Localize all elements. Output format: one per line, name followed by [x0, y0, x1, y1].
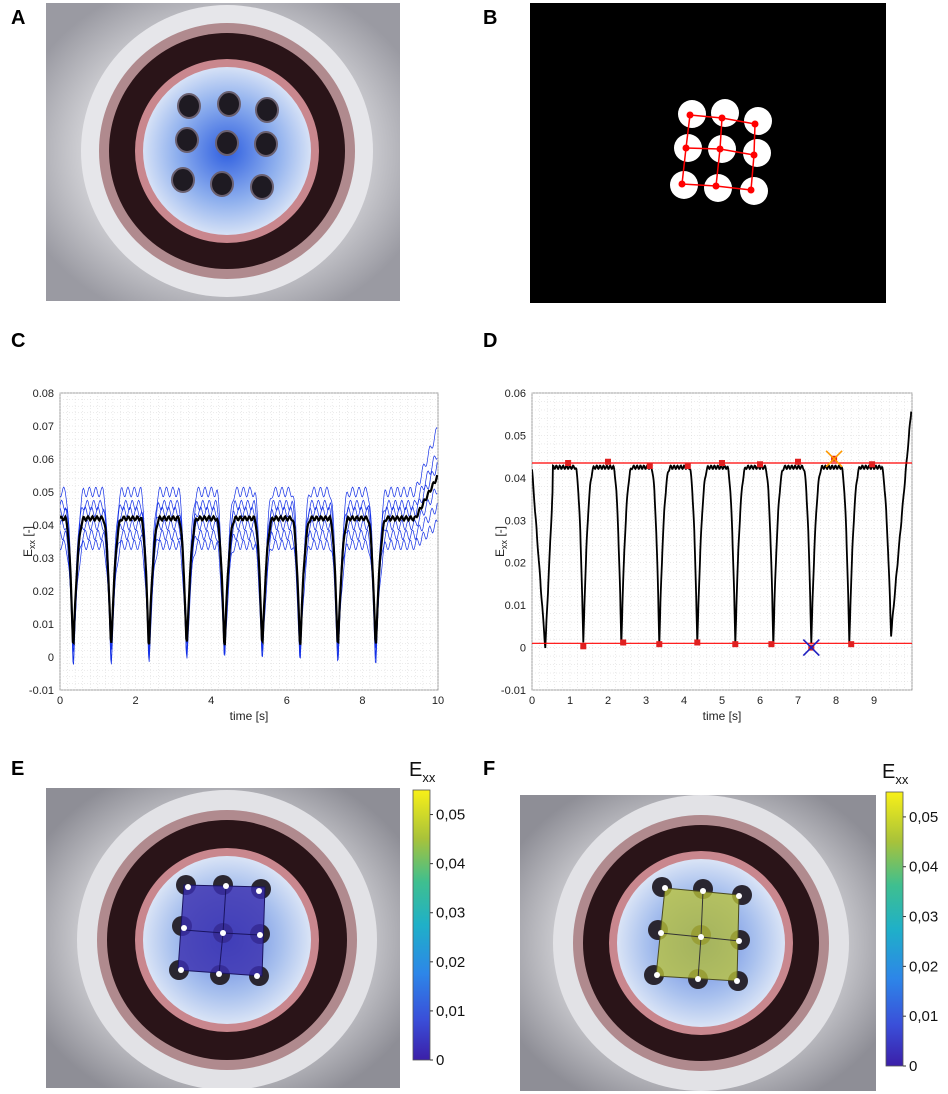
max-cross-marker — [825, 450, 843, 468]
peak-marker — [795, 458, 801, 465]
y-tick-label: 0.04 — [505, 473, 526, 485]
x-tick-label: 2 — [605, 695, 611, 707]
valley-marker — [620, 639, 627, 646]
y-tick-label: 0.03 — [33, 553, 54, 565]
peak-marker — [719, 460, 725, 467]
y-tick-label: 0.04 — [33, 520, 54, 532]
x-tick-label: 8 — [359, 695, 365, 707]
colorbar-scale — [885, 791, 904, 1067]
y-tick-label: 0.01 — [505, 600, 526, 612]
colorbar-scale — [412, 789, 431, 1061]
x-tick-label: 3 — [643, 695, 649, 707]
y-tick-label: 0.03 — [505, 515, 526, 527]
chart-d: 0 1 2 3 4 5 6 7 8 9-0.0100.010.020.030.040.050.06… — [493, 388, 913, 723]
valley-marker — [580, 643, 587, 650]
y-tick-label: -0.01 — [501, 685, 526, 697]
x-tick-label: 9 — [871, 695, 877, 707]
panel-label-f: F — [483, 758, 496, 780]
strain-map-e — [46, 788, 400, 1088]
y-tick-label: 0.06 — [505, 388, 526, 400]
panel-label-a: A — [11, 7, 26, 29]
peak-marker — [684, 462, 691, 469]
y-tick-label: 0.06 — [33, 454, 54, 466]
x-tick-label: 0 — [529, 695, 535, 707]
colorbar-title: Exx — [409, 759, 436, 785]
x-tick-label: 2 — [133, 695, 139, 707]
x-tick-label: 0 — [57, 695, 63, 707]
cross-stroke — [802, 639, 820, 657]
y-tick-label: 0.05 — [33, 487, 54, 499]
grid — [59, 392, 439, 691]
colorbar-e: 0 0,01 0,02 0,03 0,04 0,05 Exx — [409, 759, 465, 1069]
y-tick-label: 0 — [520, 643, 526, 655]
strain-line — [532, 411, 912, 649]
panel-label-c: C — [11, 330, 26, 352]
x-axis-label: time [s] — [703, 709, 742, 723]
valley-marker — [694, 639, 701, 646]
min-cross-marker — [802, 639, 820, 657]
y-tick-label: 0.08 — [33, 388, 54, 400]
chart-c: 0 2 4 6 8 10-0.0100.010.020.030.040.050.060.0… — [21, 388, 444, 723]
peak-marker — [565, 460, 572, 467]
panel-label-e: E — [11, 758, 25, 780]
x-tick-label: 5 — [719, 695, 725, 707]
colorbar-tick-label: 0,01 — [909, 1008, 938, 1025]
y-axis-label: Exx [-] — [21, 526, 37, 557]
colorbar-tick-label: 0,03 — [909, 909, 938, 926]
colorbar-tick-label: 0 — [909, 1058, 917, 1075]
y-tick-label: 0.05 — [505, 430, 526, 442]
cross-stroke — [825, 450, 843, 468]
colorbar-tick-label: 0,05 — [909, 809, 938, 826]
peak-marker — [605, 458, 611, 465]
strain-map-f — [520, 795, 876, 1091]
x-tick-label: 6 — [284, 695, 290, 707]
x-tick-label: 7 — [795, 695, 801, 707]
peak-marker — [869, 461, 876, 468]
y-tick-label: 0.02 — [33, 586, 54, 598]
colorbar-tick-label: 0,03 — [436, 905, 465, 922]
panel-label-d: D — [483, 330, 498, 352]
x-axis-label: time [s] — [230, 709, 269, 723]
colorbar-tick-label: 0,04 — [436, 856, 465, 873]
y-tick-label: -0.01 — [29, 685, 54, 697]
colorbar-title: Exx — [882, 761, 909, 787]
colorbar-tick-label: 0,02 — [909, 958, 938, 975]
mean-line — [60, 474, 438, 646]
valley-marker — [732, 641, 739, 648]
colorbar-f: 0 0,01 0,02 0,03 0,04 0,05 Exx — [882, 761, 938, 1075]
x-tick-label: 4 — [681, 695, 687, 707]
y-tick-label: 0.07 — [33, 421, 54, 433]
valley-marker — [656, 641, 663, 648]
y-tick-label: 0.01 — [33, 619, 54, 631]
y-axis-label: Exx [-] — [493, 526, 509, 557]
x-tick-label: 4 — [208, 695, 214, 707]
panel-label-b: B — [483, 7, 498, 29]
x-tick-label: 10 — [432, 695, 444, 707]
colorbar-tick-label: 0,05 — [436, 807, 465, 824]
y-tick-label: 0.02 — [505, 558, 526, 570]
peak-marker — [646, 462, 653, 469]
valley-marker — [848, 641, 855, 648]
valley-marker — [768, 641, 775, 648]
photo-specimen-a — [46, 3, 400, 301]
segmentation-image-b — [530, 3, 886, 303]
x-tick-label: 1 — [567, 695, 573, 707]
colorbar-tick-label: 0,02 — [436, 954, 465, 971]
x-tick-label: 6 — [757, 695, 763, 707]
colorbar-tick-label: 0 — [436, 1052, 444, 1069]
x-tick-label: 8 — [833, 695, 839, 707]
colorbar-tick-label: 0,01 — [436, 1003, 465, 1020]
y-tick-label: 0 — [48, 652, 54, 664]
peak-marker — [757, 461, 763, 468]
colorbar-tick-label: 0,04 — [909, 859, 938, 876]
